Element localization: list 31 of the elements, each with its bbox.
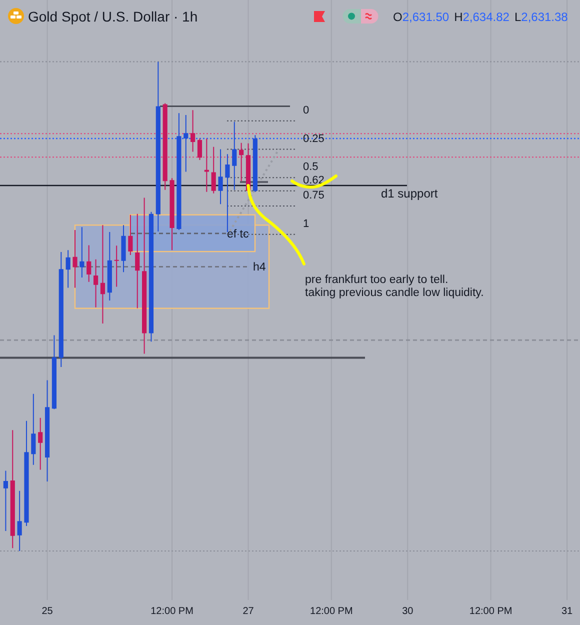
x-tick-label: 12:00 PM <box>310 606 353 618</box>
chart-title: Gold Spot / U.S. Dollar · 1h <box>28 8 198 24</box>
candlestick <box>218 149 223 204</box>
annotation: 0.75 <box>303 190 324 202</box>
chart-subtitle: O2,631.50 H2,634.82 L2,631.38 <box>393 10 568 24</box>
x-tick-label: 12:00 PM <box>150 606 194 618</box>
candlestick <box>170 178 174 250</box>
candlestick <box>184 115 188 172</box>
x-tick-label: 25 <box>42 606 54 618</box>
ref-line-label: h4 <box>253 262 266 274</box>
candlestick <box>93 259 98 308</box>
x-tick-label: 12:00 PM <box>469 606 512 618</box>
candlestick <box>100 225 106 324</box>
candlestick <box>114 246 119 287</box>
annotation: 0.25 <box>303 132 324 145</box>
candlestick <box>3 470 8 531</box>
annotation: 0.62 <box>303 174 324 186</box>
candlestick <box>121 225 126 272</box>
candlestick <box>204 138 209 192</box>
candlestick <box>80 227 84 278</box>
annotation: 0 <box>303 104 310 116</box>
candlestick <box>176 113 182 230</box>
x-tick-label: 27 <box>242 606 254 618</box>
candlestick <box>72 230 78 288</box>
x-tick-label: 31 <box>561 606 574 618</box>
annotation: 0.5 <box>303 161 318 174</box>
candlestick <box>24 420 29 526</box>
x-tick-label: 30 <box>402 606 414 618</box>
annotation: 1 <box>303 218 310 230</box>
ref-line-label: d1 support <box>381 186 438 200</box>
annotation: pre frankfurt too early to tell. taking previous candle low liquidity. <box>305 274 484 299</box>
